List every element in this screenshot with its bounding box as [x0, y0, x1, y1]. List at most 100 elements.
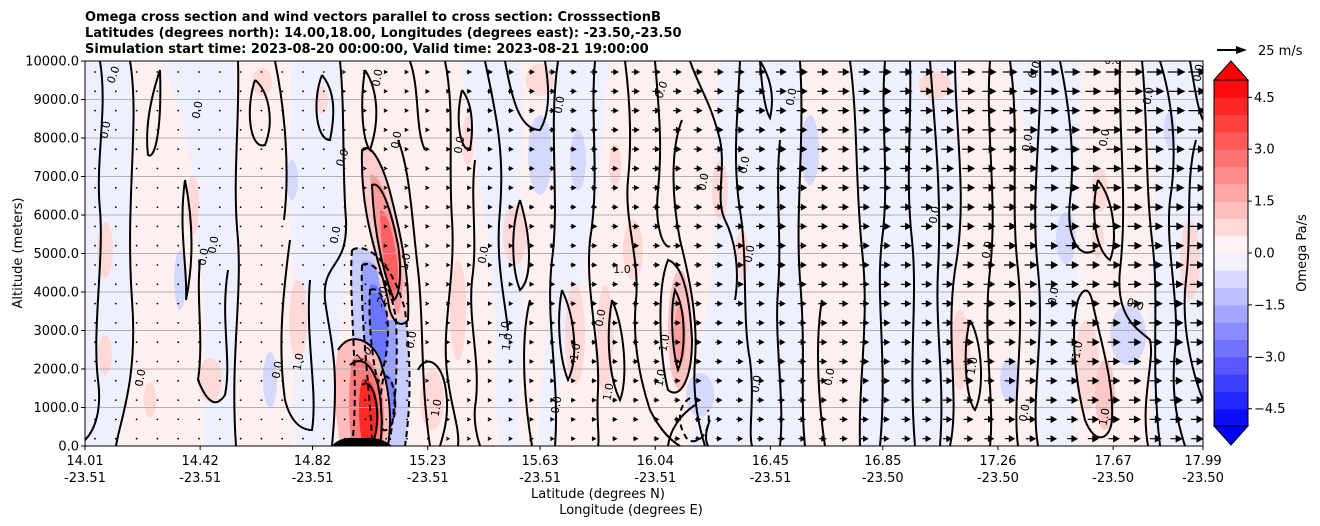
wind-vector [302, 360, 304, 363]
wind-vector [446, 243, 451, 249]
wind-vector [1170, 434, 1183, 443]
contour-line [607, 299, 626, 403]
negative-blob [570, 130, 586, 190]
wind-vector [652, 146, 661, 153]
wind-vector [281, 167, 284, 170]
wind-vector [1024, 203, 1038, 212]
wind-vector [694, 261, 703, 269]
wind-vector [797, 261, 807, 269]
contour-label: 0.0 [1046, 286, 1062, 305]
wind-vector [281, 244, 284, 247]
wind-vector [218, 418, 221, 421]
wind-vector [302, 71, 304, 73]
wind-vector [921, 222, 933, 231]
wind-vector [281, 186, 284, 189]
wind-vector [693, 68, 703, 76]
contour-line [1183, 139, 1203, 401]
wind-vector [404, 88, 410, 94]
wind-vector [653, 416, 660, 423]
wind-vector [715, 397, 723, 403]
wind-vector [135, 109, 138, 112]
positive-blob [198, 358, 222, 402]
colorbar-tick-label: −1.5 [1254, 298, 1286, 313]
wind-vector [776, 223, 787, 230]
wind-vector [942, 338, 954, 346]
wind-vector [632, 223, 640, 230]
wind-vector [1045, 222, 1059, 231]
wind-vector [385, 341, 388, 344]
wind-vector [114, 360, 117, 363]
wind-vector [1169, 261, 1185, 269]
wind-vector [177, 379, 180, 382]
dashed-contour [360, 264, 373, 441]
wind-vector [942, 280, 954, 289]
wind-vector [982, 106, 997, 115]
wind-vector [591, 300, 598, 307]
wind-vector [714, 203, 724, 211]
y-tick-label: 4000.0 [34, 286, 80, 301]
wind-vector [1025, 357, 1037, 366]
wind-vector [1168, 145, 1185, 154]
wind-vector [529, 281, 535, 287]
wind-vector [528, 127, 535, 133]
wind-vector [694, 203, 703, 211]
wind-vector [549, 223, 556, 230]
wind-vector [467, 243, 472, 249]
contour-label: 0.0 [652, 79, 670, 100]
wind-vector [177, 225, 180, 228]
contour-line [512, 199, 530, 292]
wind-vector [446, 88, 452, 94]
wind-vector [1190, 396, 1203, 405]
wind-vector [1149, 376, 1163, 385]
wind-vector [818, 338, 828, 346]
wind-vector [177, 322, 180, 324]
wind-vector [1148, 261, 1164, 269]
wind-vector [239, 264, 242, 266]
wind-vector [880, 396, 890, 404]
colorbar-segment [1214, 201, 1248, 219]
wind-vector [901, 435, 911, 442]
wind-vector [342, 89, 347, 94]
wind-vector [797, 242, 807, 250]
wind-vector [1107, 338, 1121, 347]
wind-vector [425, 185, 430, 191]
wind-vector [756, 300, 765, 307]
wind-vector [281, 322, 284, 324]
contour-line [689, 61, 738, 301]
wind-vector [135, 302, 138, 305]
wind-vector [591, 242, 598, 249]
wind-vector [362, 127, 368, 133]
wind-vector [260, 148, 263, 151]
wind-vector [755, 87, 766, 95]
wind-vector [860, 396, 869, 404]
contour-line [1189, 61, 1203, 121]
colorbar-segment [1214, 97, 1248, 116]
wind-vector [508, 417, 513, 422]
wind-vector [1148, 203, 1164, 212]
wind-vector [570, 146, 577, 153]
wind-vector [508, 301, 514, 307]
wind-vector [983, 357, 995, 366]
wind-vector [1107, 299, 1121, 308]
wind-vector [425, 69, 431, 75]
wind-vector [1167, 106, 1186, 115]
contour-label: 0.0 [196, 247, 212, 266]
contour-label: 1.0 [291, 352, 307, 371]
wind-vector [1168, 183, 1185, 192]
negative-blob [174, 250, 186, 310]
contour-label: -2.0 [374, 285, 391, 308]
wind-vector [570, 378, 576, 384]
wind-vector [383, 89, 389, 94]
wind-vector [673, 107, 682, 114]
wind-vector [735, 300, 744, 307]
wind-vector [322, 129, 325, 131]
contour-line [115, 61, 135, 446]
wind-vector [343, 341, 346, 344]
colorbar-segment [1214, 322, 1248, 340]
wind-vector [218, 399, 221, 401]
colorbar-segment [1214, 80, 1248, 98]
wind-vector [942, 357, 953, 366]
wind-vector [1004, 415, 1016, 423]
wind-vector [1002, 87, 1018, 96]
wind-vector [1168, 164, 1185, 173]
